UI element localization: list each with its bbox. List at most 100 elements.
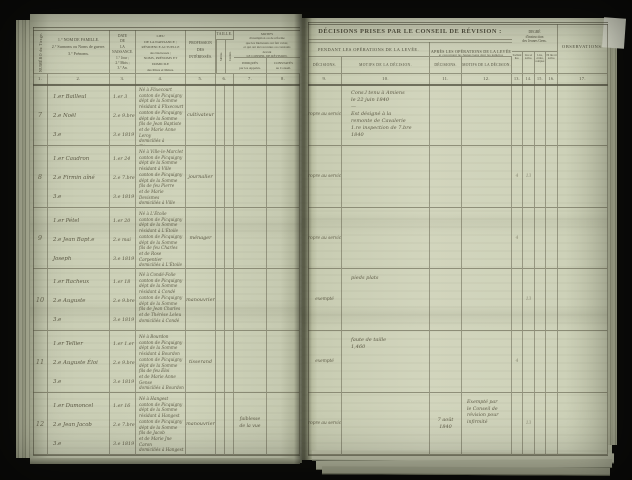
row-10-taille_c [225,269,234,331]
col-header-numero: NUMÉRO du Tirage. [33,31,48,73]
col-no-10: 10. [342,73,430,84]
row-8-degre-2 [535,146,546,208]
col-no-2: 2. [48,73,110,84]
row-8-taille_c [225,146,234,208]
col-header-taille-metres: Mètres. [216,40,225,73]
row-10-degre-1: 13 [523,269,535,331]
row-10-num: 10 [33,269,48,331]
row-7-degre-0 [512,84,523,146]
row-8-motifs_apres [462,146,512,208]
row-9-motifs_constates [267,208,300,269]
pendant-levee-header: PENDANT LES OPÉRATIONS DE LA LEVÉE. [308,42,430,57]
apres-levee-subtitle: et concernant les Jeunes Gens dont les n… [438,53,504,57]
row-10-lieu: Né à Condé-Folie canton de Picquigny dép… [136,269,186,331]
row-12-decision_pendant: propre au service [308,393,342,455]
degre-instruction-header: DEGRÉ d'instruction des Jeunes Gens. [512,24,558,52]
col-no-9: 9. [308,73,342,84]
row-10-degre-0 [512,269,523,331]
row-9-degre-2 [535,208,546,269]
row-11-names: 1.er Tellier 2.e Auguste Éloi 3.e [48,331,110,393]
row-11-degre-2 [535,331,546,393]
row-7-motifs_constates [267,84,300,146]
row-9-decision_pendant: propre au service [308,208,342,269]
bottom-left-page-edge [30,458,300,464]
row-12-taille_m [216,393,225,455]
col-no-14: 14. [523,73,535,84]
observations-header: OBSERVATIONS. [558,24,608,73]
row-8-dates: 1.er 24 2.e 7.bre 3.e 1819 [110,146,136,208]
row-8-degre-1: 13 [523,146,535,208]
row-12-degre-2 [535,393,546,455]
col-no-13: 13. [512,73,523,84]
row-12-profession: manouvrier [186,393,216,455]
row-10-dates: 1.er 18 2.e 9.bre 3.e 1819 [110,269,136,331]
apres-motifs-label: MOTIFS DE LA DÉCISION. [462,57,512,73]
row-11-motifs_pendant: faute de taille 1,460 [342,331,430,393]
col-no-4: 4. [136,73,186,84]
row-7-lieu: Né à Flixecourt canton de Picquigny dépt… [136,84,186,146]
row-11-taille_c [225,331,234,393]
row-7-decision_pendant: propre au service [308,84,342,146]
col-header-taille: TAILLE. [216,30,234,40]
row-12-decision_apres: 7 août 1840 [430,393,462,455]
row-11-observations [558,331,608,393]
row-12-dates: 1.er 16 2.e 7.bre 3.e 1819 [110,393,136,455]
row-11-profession: tisserand [186,331,216,393]
pendant-motifs-label: MOTIFS DE LA DÉCISION. [342,57,430,73]
col-no-15: 15. [535,73,546,84]
row-9-taille_m [216,208,225,269]
row-12-degre-3 [546,393,558,455]
row-11-decision_pendant: exempté [308,331,342,393]
row-9-motifs_pendant [342,208,430,269]
row-7-observations [558,84,608,146]
row-11-motifs_apres [462,331,512,393]
row-12-names: 1.er Dumoncel 2.e Jean Jacob 3.e [48,393,110,455]
col-header-noms: 1.° NOM DE FAMILLE. 2.° Surnoms ou Noms … [48,30,110,73]
row-10-observations [558,269,608,331]
row-10-decision_pendant: exempté [308,269,342,331]
left-page-fore-edge [16,20,30,458]
row-8-observations [558,146,608,208]
decisions-title: DÉCISIONS PRISES PAR LE CONSEIL DE RÉVIS… [308,24,512,40]
col-no-6: 6. [216,73,234,84]
row-10-degre-2 [535,269,546,331]
row-8-motifs_indiques [234,146,267,208]
row-8-degre-3 [546,146,558,208]
row-9-num: 9 [33,208,48,269]
row-11-degre-0: 4 [512,331,523,393]
col-header-taille-centim: Centim. [225,40,234,73]
row-9-dates: 1.er 20 2.e mai 3.e 1819 [110,208,136,269]
right-page [302,18,612,460]
row-12-observations [558,393,608,455]
row-9-degre-3 [546,208,558,269]
row-12-degre-1: 13 [523,393,535,455]
row-11-lieu: Né à Bourdon canton de Picquigny dépt de… [136,331,186,393]
col-no-7: 7. [234,73,267,84]
apres-levee-header: APRÈS LES OPÉRATIONS DE LA LEVÉE et conc… [430,42,512,57]
row-10-taille_m [216,269,225,331]
degre-col-label-1: Sachant lire. [512,52,523,73]
col-header-motifs: MOTIFS d'exemption ou de réforme que les… [234,30,300,58]
row-11-motifs_constates [267,331,300,393]
row-12-motifs_constates [267,393,300,455]
row-8-num: 8 [33,146,48,208]
col-no-8: 8. [267,73,300,84]
apres-levee-title: APRÈS LES OPÉRATIONS DE LA LEVÉE [430,49,512,54]
row-10-decision_apres [430,269,462,331]
row-7-num: 7 [33,84,48,146]
left-page [30,14,302,463]
row-9-taille_c [225,208,234,269]
col-no-17: 17. [558,73,608,84]
row-9-degre-1 [523,208,535,269]
row-12-num: 12 [33,393,48,455]
col-no-11: 11. [430,73,462,84]
row-12-motifs_pendant [342,393,430,455]
row-8-motifs_constates [267,146,300,208]
row-7-degre-3 [546,84,558,146]
row-9-decision_apres [430,208,462,269]
row-11-taille_m [216,331,225,393]
row-11-degre-3 [546,331,558,393]
row-7-profession: cultivateur [186,84,216,146]
pendant-decisions-label: DÉCISIONS. [308,57,342,73]
